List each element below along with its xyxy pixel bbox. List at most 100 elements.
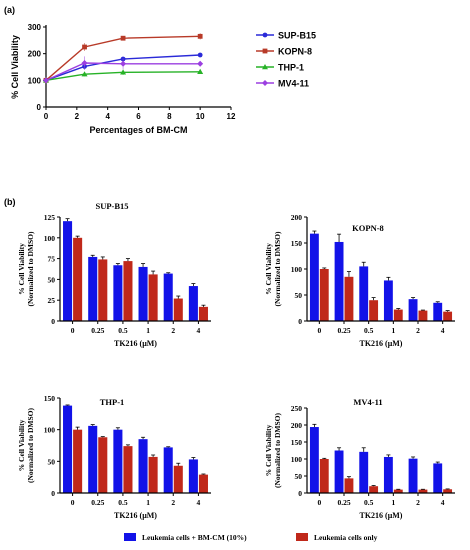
data-point xyxy=(43,77,49,84)
x-tick-label: 0.25 xyxy=(91,326,104,335)
panel-a-label: (a) xyxy=(4,5,15,15)
bar-cells-only xyxy=(393,489,403,493)
x-tick-label: 4 xyxy=(441,326,445,335)
x-tick-label: 0.25 xyxy=(91,498,104,507)
data-point xyxy=(82,44,87,50)
bar-chart-mv4-11: MV4-11 0 50 100 150 200 250 0 0.25 0.5 1 2 4 TK216 (μ… xyxy=(264,397,455,520)
y-axis-label-line2: (Normalized to DMSO) xyxy=(273,231,282,306)
bar-bm-cm xyxy=(433,463,443,493)
y-tick-label: 50 xyxy=(295,472,303,481)
x-tick-label: 12 xyxy=(227,112,236,121)
bar-bm-cm xyxy=(334,241,344,321)
bar-cells-only xyxy=(369,486,379,493)
bar-cells-only xyxy=(319,269,329,321)
x-tick-label: 2 xyxy=(171,498,175,507)
bar-cells-only xyxy=(73,237,83,321)
y-tick-label: 0 xyxy=(298,489,302,498)
x-tick-label: 0 xyxy=(317,498,321,507)
y-axis-label-line1: % Cell Viability xyxy=(17,419,26,471)
bar-bm-cm xyxy=(113,429,123,493)
legend-label: Leukemia cells + BM-CM (10%) xyxy=(142,533,247,542)
bar-cells-only xyxy=(123,446,133,493)
y-tick-label: 75 xyxy=(48,255,56,264)
y-tick-label: 100 xyxy=(44,234,56,243)
y-tick-label: 0 xyxy=(51,317,55,326)
data-point xyxy=(197,33,203,39)
legend-label: SUP-B15 xyxy=(278,31,316,41)
x-tick-label: 4 xyxy=(197,498,201,507)
x-tick-label: 0 xyxy=(44,112,49,121)
series-line xyxy=(45,35,201,81)
x-tick-label: 1 xyxy=(146,498,150,507)
bar-cells-only xyxy=(418,489,428,493)
bar-bm-cm xyxy=(309,233,319,321)
data-point xyxy=(120,60,127,67)
x-tick-label: 10 xyxy=(196,112,205,121)
bar-cells-only xyxy=(148,274,158,321)
bar-bm-cm xyxy=(383,280,393,321)
y-axis-label: % Cell Viability xyxy=(10,35,20,99)
data-point xyxy=(197,68,204,74)
bar-chart-thp-1: THP-1 0 50 100 150 0 0.25 0.5 1 2 4 TK216 (μM) % Cel… xyxy=(17,394,211,520)
y-axis-label-line1: % Cell Viability xyxy=(17,243,26,295)
x-tick-label: 0.25 xyxy=(337,326,350,335)
legend-swatch-bm-cm xyxy=(124,533,136,541)
bar-bm-cm xyxy=(138,266,148,321)
data-point xyxy=(81,60,88,66)
bar-bm-cm xyxy=(188,286,198,321)
y-axis-label-line1: % Cell Viability xyxy=(264,243,273,295)
bar-bm-cm xyxy=(63,405,73,493)
x-tick-label: 4 xyxy=(197,326,201,335)
y-tick-label: 100 xyxy=(28,76,42,85)
y-axis-label-line2: (Normalized to DMSO) xyxy=(273,413,282,488)
y-tick-label: 50 xyxy=(48,457,56,466)
bar-bm-cm xyxy=(88,425,98,493)
series-line xyxy=(45,71,201,82)
y-tick-label: 150 xyxy=(291,239,303,248)
bar-bm-cm xyxy=(359,266,369,321)
y-tick-label: 100 xyxy=(291,265,303,274)
x-axis-label: TK216 (μM) xyxy=(114,511,157,520)
bar-bm-cm xyxy=(188,459,198,493)
legend-marker xyxy=(262,64,268,70)
bar-cells-only xyxy=(418,310,428,321)
x-tick-label: 1 xyxy=(391,498,395,507)
bar-cells-only xyxy=(443,311,453,321)
bar-cells-only xyxy=(393,309,403,321)
y-tick-label: 50 xyxy=(295,291,303,300)
y-tick-label: 0 xyxy=(51,489,55,498)
x-axis-label: Percentages of BM-CM xyxy=(89,125,187,135)
y-tick-label: 200 xyxy=(28,50,42,59)
bar-bm-cm xyxy=(433,302,443,321)
panel-b-label: (b) xyxy=(4,197,16,207)
bar-chart-sup-b15: SUP-B15 0 25 50 75 100 125 0 0.25 0.5 1 2 4 TK216 (μM… xyxy=(17,201,211,348)
x-tick-label: 1 xyxy=(391,326,395,335)
chart-title: KOPN-8 xyxy=(352,223,384,233)
bar-cells-only xyxy=(98,437,108,493)
x-tick-label: 0 xyxy=(71,498,75,507)
bar-bm-cm xyxy=(408,458,418,493)
x-tick-label: 0.5 xyxy=(118,498,128,507)
bar-cells-only xyxy=(344,478,354,493)
y-axis-label-line2: (Normalized to DMSO) xyxy=(26,231,35,306)
bar-bm-cm xyxy=(113,265,123,321)
legend-marker xyxy=(262,32,268,38)
y-tick-label: 0 xyxy=(298,317,302,326)
y-tick-label: 125 xyxy=(44,213,56,222)
y-tick-label: 150 xyxy=(291,438,303,447)
y-tick-label: 300 xyxy=(28,23,42,32)
y-tick-label: 100 xyxy=(291,455,303,464)
x-axis-label: TK216 (μM) xyxy=(360,511,403,520)
legend-marker xyxy=(262,80,268,86)
x-tick-label: 2 xyxy=(416,498,420,507)
series-mv4-11: MV4-11 xyxy=(43,56,309,89)
bar-cells-only xyxy=(198,474,208,493)
legend-label: Leukemia cells only xyxy=(314,533,378,542)
data-point xyxy=(197,60,204,67)
x-tick-label: 4 xyxy=(441,498,445,507)
bar-cells-only xyxy=(123,261,133,321)
line-chart: 0 100 200 300 0 2 4 6 8 10 12 Percentages of BM-CM%… xyxy=(10,23,316,135)
data-point xyxy=(197,52,203,58)
legend-label: MV4-11 xyxy=(278,79,309,89)
